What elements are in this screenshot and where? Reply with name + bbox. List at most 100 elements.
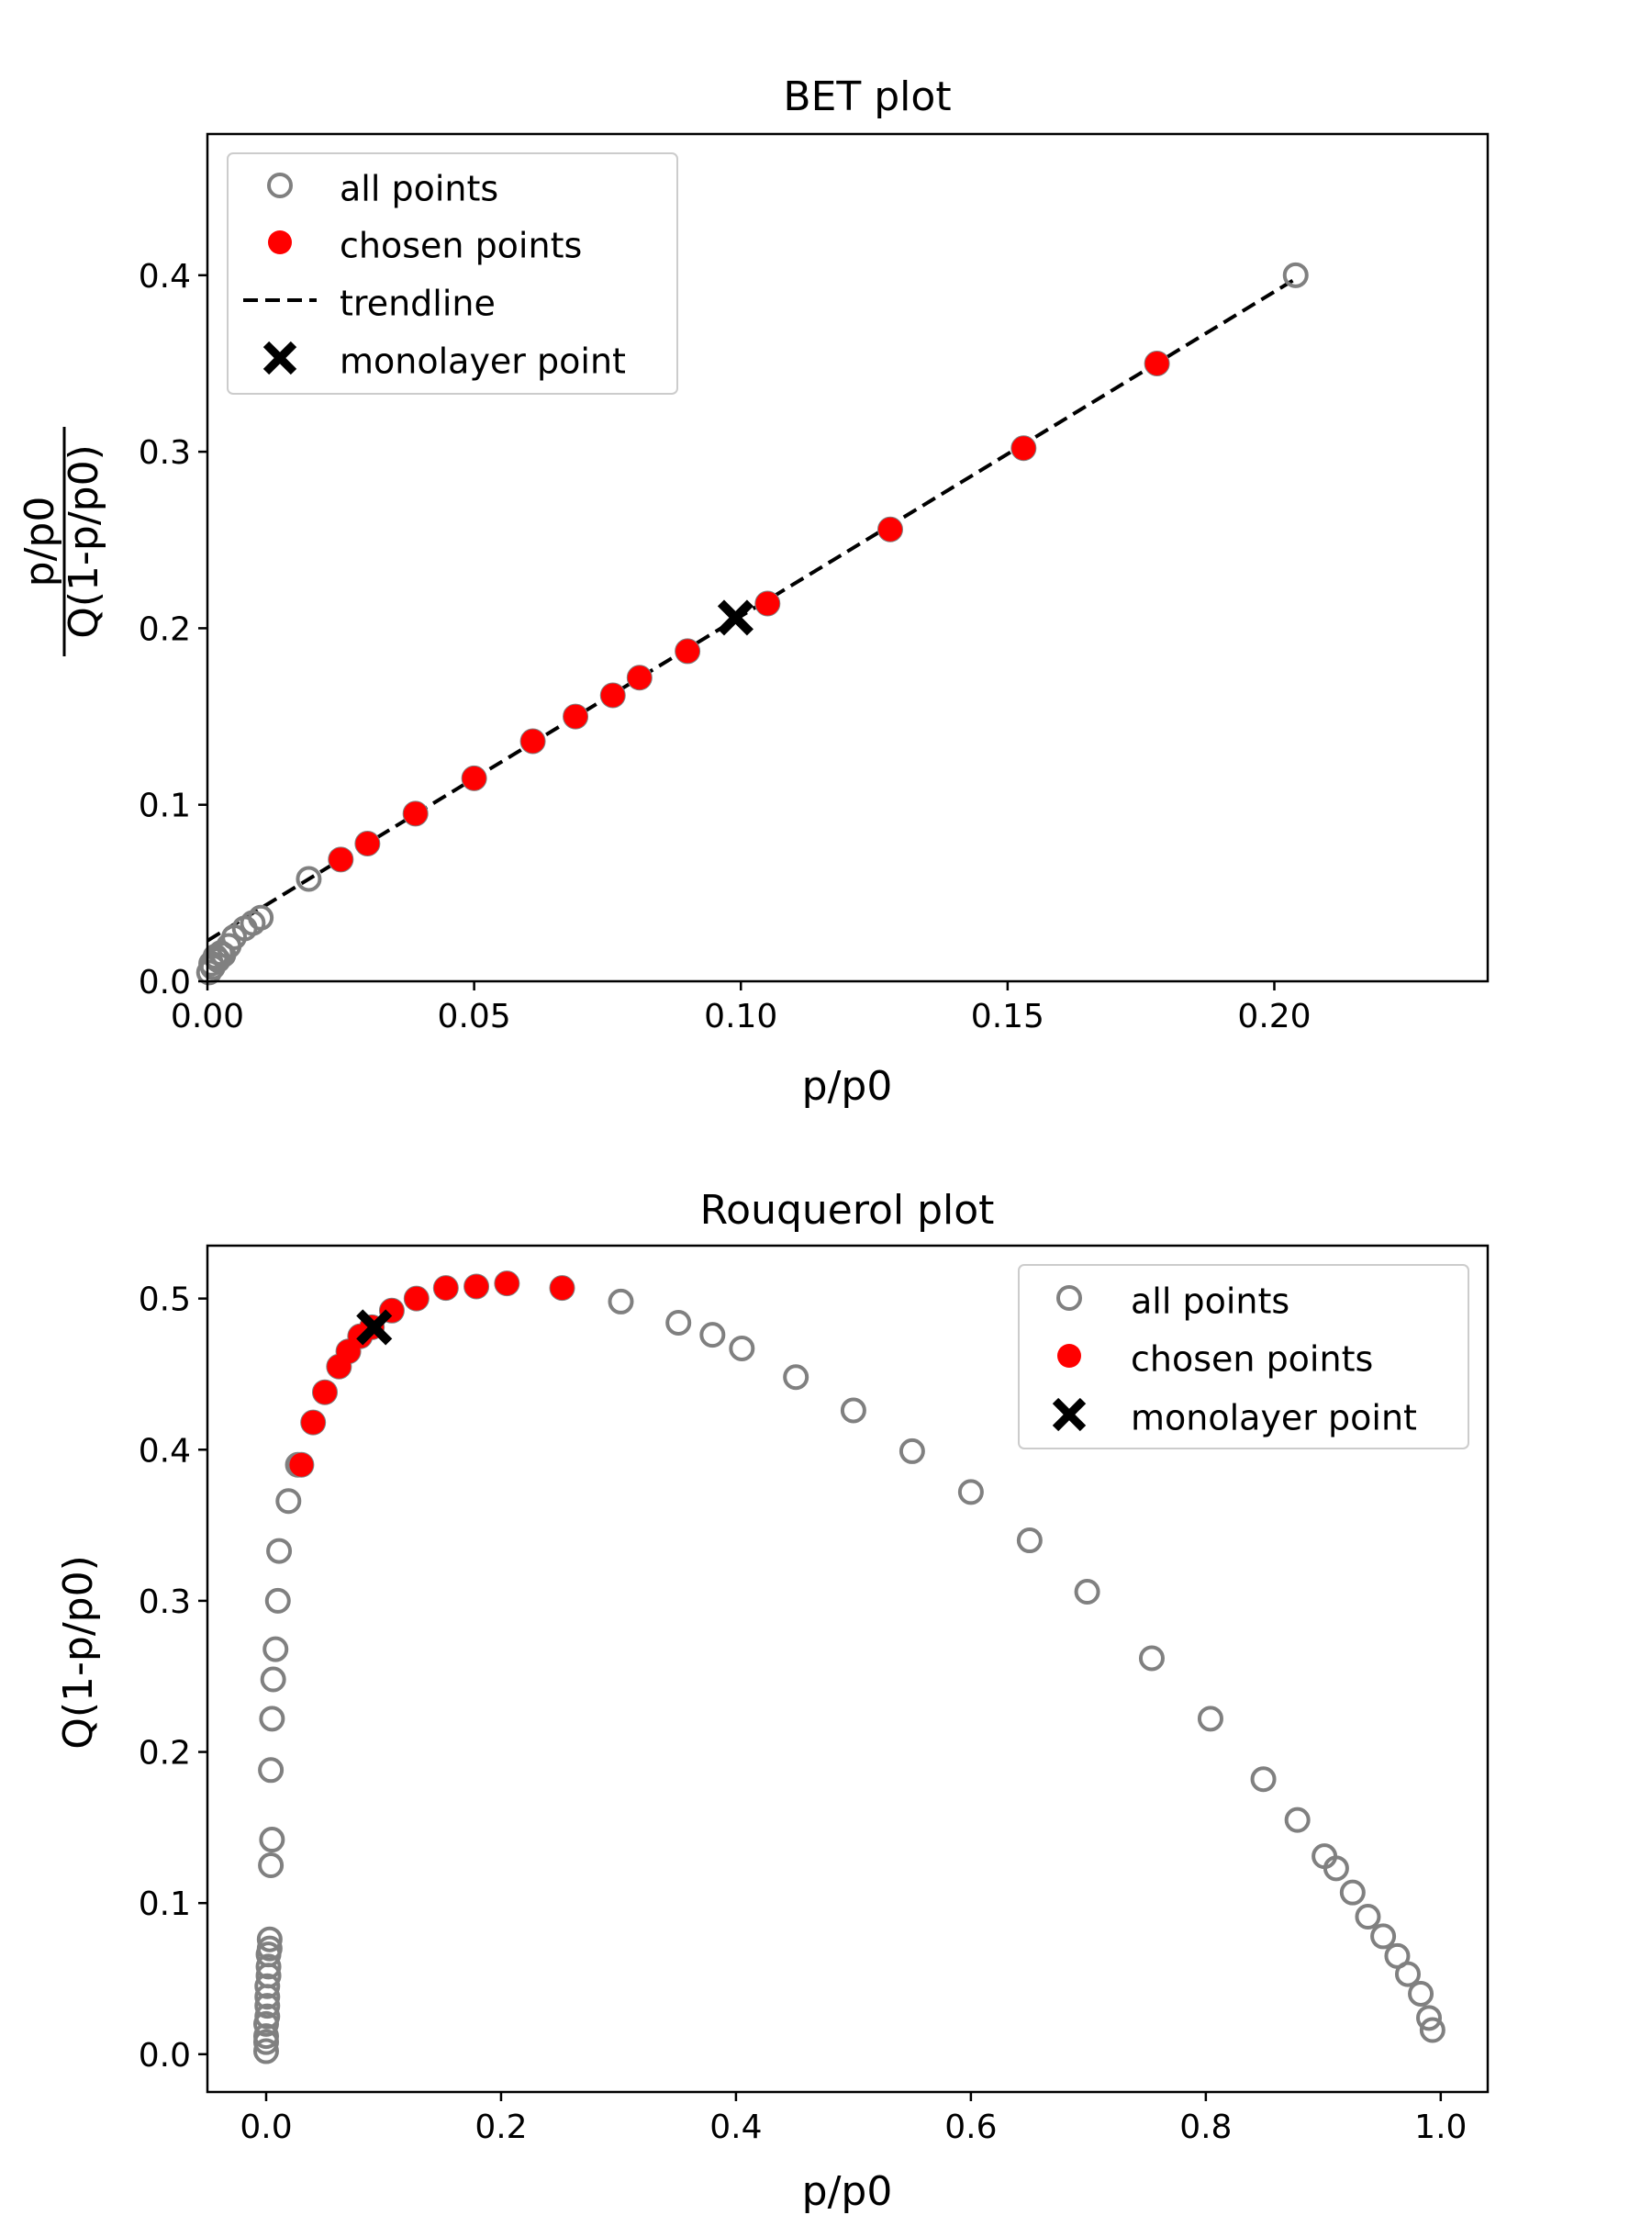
- rouq-all-point: [699, 1322, 726, 1348]
- rouq-chosen-point: [550, 1276, 575, 1301]
- rouq-all-point: [254, 1993, 281, 2019]
- bet-y-ticks: 0.0 0.1 0.2 0.3 0.4: [139, 258, 207, 1001]
- rouq-all-point: [254, 1973, 281, 1999]
- rouq-chosen-point: [312, 1380, 337, 1404]
- rouquerol-y-axis-label: Q(1-p/p0): [55, 1555, 102, 1750]
- bet-y-axis-label-numerator: p/p0: [17, 497, 63, 587]
- bet-x-tick-label: 0.05: [438, 998, 511, 1035]
- bet-all-point: [1282, 262, 1309, 288]
- rouq-chosen-point: [289, 1452, 314, 1477]
- rouquerol-plot-frame: [206, 1244, 1490, 2094]
- rouq-all-point: [1355, 1904, 1381, 1930]
- rouq-all-point: [256, 1926, 283, 1952]
- rouq-all-point: [957, 1479, 984, 1505]
- rouq-all-point: [840, 1397, 866, 1424]
- bet-x-tick-label: 0.15: [971, 998, 1044, 1035]
- rouq-x-tick-label: 0.0: [240, 2109, 292, 2146]
- bet-chosen-point: [403, 801, 428, 826]
- rouq-all-point: [1370, 1923, 1397, 1950]
- rouq-x-tick-label: 1.0: [1414, 2109, 1467, 2146]
- rouq-all-point: [1416, 2005, 1443, 2031]
- rouq-chosen-point: [464, 1274, 489, 1299]
- rouq-x-tick-label: 0.4: [709, 2109, 762, 2146]
- rouquerol-plot: Rouquerol plot 0.0 0.2 0.4 0.6 0.8 1.0 0.0 0.1…: [55, 1187, 1490, 2215]
- bet-plot-title: BET plot: [783, 73, 951, 120]
- bet-y-tick-label: 0.4: [139, 258, 191, 296]
- bet-x-tick-label: 0.00: [171, 998, 244, 1035]
- rouq-all-point: [1339, 1879, 1366, 1906]
- rouq-y-tick-label: 0.5: [139, 1281, 191, 1319]
- bet-x-tick-label: 0.10: [704, 998, 777, 1035]
- rouq-all-point: [258, 1852, 285, 1879]
- bet-legend-chosen-points-marker: [268, 230, 292, 254]
- bet-legend-monolayer-label: monolayer point: [340, 341, 626, 382]
- rouq-y-tick-label: 0.0: [139, 2037, 191, 2075]
- bet-x-ticks: 0.00 0.05 0.10 0.15 0.20: [171, 981, 1312, 1035]
- rouquerol-y-ticks: 0.0 0.1 0.2 0.3 0.4 0.5: [139, 1281, 207, 2075]
- rouquerol-legend: all points chosen points monolayer point: [1018, 1264, 1469, 1449]
- bet-chosen-point: [878, 517, 902, 542]
- rouq-all-point: [252, 2038, 279, 2064]
- bet-x-tick-label: 0.20: [1237, 998, 1311, 1035]
- rouq-x-tick-label: 0.8: [1179, 2109, 1232, 2146]
- bet-chosen-point: [564, 704, 588, 729]
- bet-chosen-point: [462, 766, 486, 790]
- rouq-all-point: [275, 1488, 302, 1515]
- rouq-all-point: [1408, 1980, 1434, 2007]
- bet-legend-frame: [227, 152, 678, 395]
- rouq-all-point: [266, 1538, 293, 1564]
- rouq-y-tick-label: 0.1: [139, 1885, 191, 1923]
- rouq-chosen-point: [433, 1276, 458, 1301]
- bet-chosen-point: [627, 666, 652, 690]
- rouq-all-point: [260, 1666, 286, 1693]
- rouq-all-point: [256, 1935, 283, 1962]
- rouq-x-tick-label: 0.6: [944, 2109, 997, 2146]
- bet-y-tick-label: 0.1: [139, 788, 191, 825]
- rouquerol-x-axis-label: p/p0: [802, 2168, 893, 2215]
- bet-chosen-point: [600, 683, 625, 708]
- bet-legend-all-points-marker: [267, 173, 293, 198]
- rouq-all-point: [665, 1309, 692, 1336]
- bet-trendline: [206, 276, 1297, 943]
- bet-chosen-point: [755, 591, 780, 616]
- rouq-all-point: [254, 2003, 281, 2030]
- rouq-all-point: [1197, 1706, 1223, 1732]
- rouq-all-point: [255, 1953, 282, 1980]
- rouq-chosen-point: [301, 1410, 326, 1435]
- rouq-monolayer-point: [356, 1309, 393, 1346]
- bet-monolayer-point: [717, 599, 753, 636]
- bet-plot: BET plot 0.00 0.05 0.10 0.15 0.20 0.00.10.20…: [17, 73, 1490, 1110]
- bet-chosen-point: [675, 639, 700, 664]
- rouq-all-point: [729, 1335, 755, 1361]
- rouquerol-legend-monolayer-label: monolayer point: [1131, 1398, 1417, 1438]
- rouq-y-tick-label: 0.3: [139, 1583, 191, 1621]
- rouquerol-legend-chosen-points-marker: [1057, 1344, 1081, 1368]
- rouq-x-tick-label: 0.2: [474, 2109, 527, 2146]
- rouq-y-tick-label: 0.4: [139, 1432, 191, 1470]
- rouq-all-point: [1074, 1579, 1100, 1605]
- bet-all-point: [248, 904, 274, 931]
- bet-y-tick-label: 0.3: [139, 434, 191, 472]
- bet-chosen-point: [520, 729, 545, 754]
- rouq-all-point: [783, 1364, 809, 1391]
- rouq-all-point: [899, 1438, 925, 1464]
- rouq-all-point: [259, 1827, 285, 1853]
- rouq-all-point: [608, 1288, 634, 1314]
- rouquerol-legend-frame: [1018, 1264, 1469, 1449]
- rouq-all-point: [252, 2023, 279, 2050]
- rouq-all-point: [258, 1757, 285, 1784]
- bet-y-tick-label: 0.2: [139, 610, 191, 648]
- bet-legend-chosen-points-label: chosen points: [340, 226, 582, 266]
- rouq-all-point: [1323, 1855, 1349, 1882]
- bet-legend: all points chosen points trendline monol…: [227, 152, 678, 395]
- rouq-y-tick-label: 0.2: [139, 1735, 191, 1773]
- rouquerol-plot-marks: [252, 1270, 1446, 2064]
- rouq-all-point: [1250, 1766, 1277, 1793]
- rouquerol-legend-all-points-label: all points: [1131, 1281, 1289, 1322]
- rouq-all-point: [262, 1636, 289, 1662]
- rouq-all-point: [1419, 2017, 1446, 2043]
- bet-legend-monolayer-marker: [262, 341, 297, 375]
- rouquerol-legend-chosen-points-label: chosen points: [1131, 1339, 1373, 1380]
- rouquerol-legend-monolayer-marker: [1052, 1397, 1087, 1432]
